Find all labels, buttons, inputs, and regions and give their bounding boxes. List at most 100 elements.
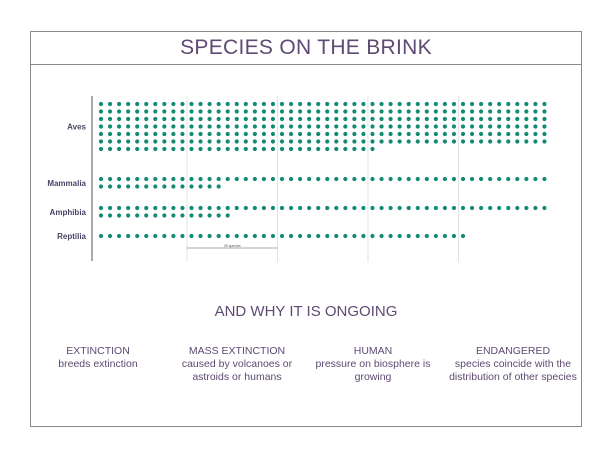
dot-aves [270,139,276,144]
dot-amphibia [433,205,438,211]
dot-aves [243,101,248,107]
dot-mammalia [424,176,429,182]
dot-aves [180,139,185,144]
dot-aves [506,124,511,129]
dot-aves [334,109,339,114]
dot-aves [234,101,239,107]
dot-aves [515,131,520,137]
dot-amphibia [442,205,447,211]
dot-amphibia [180,213,185,218]
dot-aves [107,124,113,129]
dot-aves [298,139,303,144]
dot-aves [107,109,113,114]
dot-aves [288,131,294,137]
dot-aves [171,116,176,122]
dot-aves [488,131,493,137]
dot-reptilia [451,233,457,239]
dot-aves [325,116,330,122]
dot-mammalia [207,176,212,182]
dot-aves [117,124,122,129]
dot-aves [497,116,502,122]
dot-mammalia [126,184,131,189]
reason-text: species coincide with the distribution o… [449,358,577,383]
dot-reptilia [171,233,176,239]
dot-aves [515,124,520,129]
dot-aves [361,109,366,114]
dot-aves [307,116,312,122]
dot-aves [180,146,185,152]
dot-aves [415,109,420,114]
dot-mammalia [433,176,438,182]
dot-amphibia [325,205,330,211]
dot-aves [533,124,538,129]
dot-mammalia [307,176,312,182]
dot-mammalia [234,176,239,182]
dot-amphibia [98,205,104,211]
dot-aves [397,116,402,122]
dot-aves [270,146,276,152]
dot-aves [469,124,475,129]
dot-aves [451,116,457,122]
dot-aves [370,124,375,129]
dot-aves [515,139,520,144]
dot-aves [180,101,185,107]
dot-aves [207,131,212,137]
dot-aves [135,146,140,152]
dot-reptilia [361,233,366,239]
dot-mammalia [107,184,113,189]
dot-aves [325,131,330,137]
dot-aves [352,146,357,152]
dot-aves [343,146,348,152]
dot-aves [252,124,257,129]
dot-mammalia [252,176,257,182]
dot-amphibia [225,205,230,211]
dot-aves [126,146,131,152]
dot-aves [216,109,221,114]
dot-mammalia [198,184,203,189]
subtitle: AND WHY IT IS ONGOING [214,303,398,320]
dot-aves [424,116,429,122]
dot-mammalia [316,176,321,182]
dot-aves [153,109,158,114]
page-title: SPECIES ON THE BRINK [180,36,432,59]
dot-aves [451,139,457,144]
dot-aves [451,124,457,129]
dot-aves [442,116,447,122]
dot-aves [479,124,484,129]
dot-aves [506,116,511,122]
dot-mammalia [325,176,330,182]
dot-amphibia [162,205,167,211]
dot-aves [144,124,149,129]
dot-aves [343,124,348,129]
dot-aves [144,139,149,144]
dot-aves [171,101,176,107]
dot-aves [415,139,420,144]
dot-aves [279,109,285,114]
dot-mammalia [379,176,384,182]
dot-aves [433,116,438,122]
dot-aves [171,146,176,152]
dot-aves [162,139,167,144]
dot-aves [316,124,321,129]
reason-heading: MASS EXTINCTION [188,345,286,357]
dot-aves [98,116,104,122]
dot-aves [397,131,402,137]
dot-aves [225,131,230,137]
dot-aves [451,109,457,114]
dot-aves [388,131,393,137]
reason-heading: HUMAN [353,345,393,357]
dot-aves [216,116,221,122]
dot-aves [397,139,402,144]
dot-aves [298,109,303,114]
dot-aves [524,109,529,114]
dot-mammalia [207,184,212,189]
dot-aves [488,101,493,107]
dot-aves [189,131,194,137]
dot-aves [307,101,312,107]
dot-mammalia [488,176,493,182]
dot-aves [98,139,104,144]
dot-aves [460,109,466,114]
dot-amphibia [460,205,466,211]
dot-aves [343,101,348,107]
dot-mammalia [343,176,348,182]
